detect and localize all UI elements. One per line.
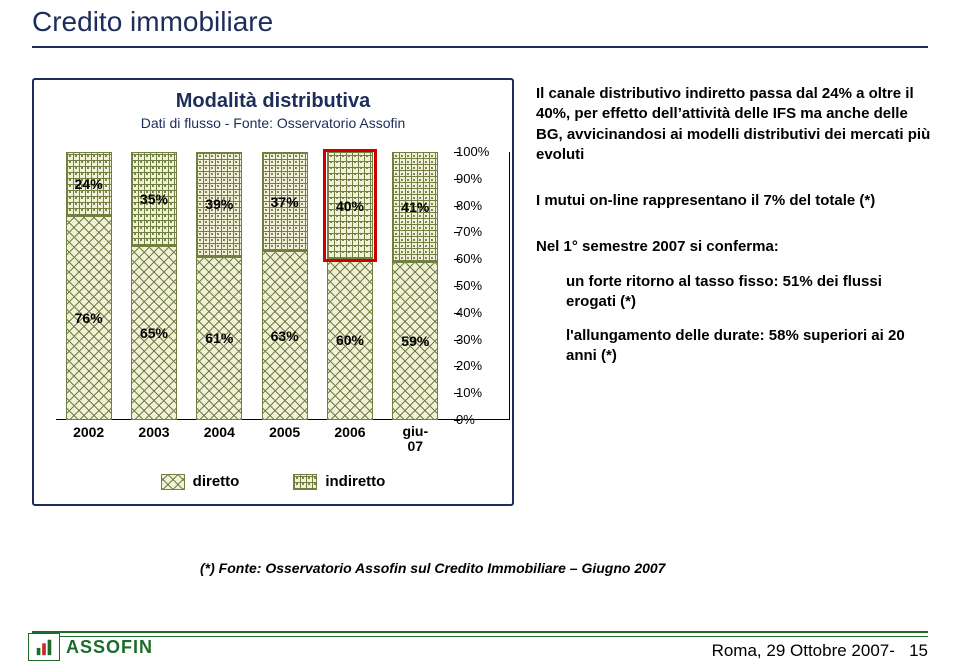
y-axis-tick-mark: [454, 152, 460, 153]
chart-subtitle: Dati di flusso - Fonte: Osservatorio Ass…: [34, 115, 512, 131]
y-axis-tick-mark: [454, 206, 460, 207]
chart-y-axis-line: [509, 152, 510, 420]
y-axis-tick-mark: [454, 393, 460, 394]
legend-label-indiretto: indiretto: [325, 473, 385, 490]
y-axis-tick-mark: [454, 366, 460, 367]
title-underline: [32, 46, 928, 48]
y-axis-tick-mark: [454, 259, 460, 260]
bar-value-diretto: 76%: [66, 310, 112, 326]
bar: 61% 39%: [196, 152, 242, 420]
chart-legend: diretto indiretto: [34, 473, 512, 490]
chart-y-axis: 0%10%20%30%40%50%60%70%80%90%100%: [456, 152, 508, 420]
chart-card: Modalità distributiva Dati di flusso - F…: [32, 78, 514, 506]
assofin-logo-icon: [28, 633, 60, 661]
chart-bars: 76%24%65%35%61%39%63%37%60%40%59%41%: [56, 152, 448, 420]
y-axis-tick-mark: [454, 420, 460, 421]
legend-label-diretto: diretto: [193, 473, 240, 490]
legend-item-diretto: diretto: [161, 473, 240, 490]
chart-highlight-box: [323, 149, 377, 262]
right-text-p3b: l'allungamento delle durate: 58% superio…: [536, 326, 936, 367]
assofin-logo-text: ASSOFIN: [66, 637, 153, 658]
right-text-p2: I mutui on-line rappresentano il 7% del …: [536, 191, 936, 211]
bar-value-diretto: 60%: [327, 332, 373, 348]
legend-swatch-diretto: [161, 474, 185, 490]
bar-value-indiretto: 39%: [196, 196, 242, 212]
bar-value-diretto: 65%: [131, 325, 177, 341]
footer-page-info: Roma, 29 Ottobre 2007- 15: [712, 641, 928, 661]
chart-plot-area: 0%10%20%30%40%50%60%70%80%90%100% 76%24%…: [56, 152, 448, 420]
chart-x-labels: 2002 2003 2004 2005 2006 giu-07: [56, 424, 448, 444]
bar-value-diretto: 59%: [392, 333, 438, 349]
footer-page-number: 15: [909, 641, 928, 660]
x-axis-label: 2005: [262, 424, 308, 444]
x-axis-label: 2002: [66, 424, 112, 444]
bar-value-indiretto: 35%: [131, 191, 177, 207]
bar: 76% 24%: [66, 152, 112, 420]
y-axis-tick-mark: [454, 340, 460, 341]
right-text-p1: Il canale distributivo indiretto passa d…: [536, 84, 936, 165]
page-title: Credito immobiliare: [32, 6, 273, 38]
right-text-p3: Nel 1° semestre 2007 si conferma:: [536, 237, 936, 257]
x-axis-label: 2003: [131, 424, 177, 444]
chart-title: Modalità distributiva: [34, 90, 512, 113]
right-text-column: Il canale distributivo indiretto passa d…: [536, 84, 936, 377]
footer-rule-thin: [32, 636, 928, 637]
y-axis-tick-mark: [454, 286, 460, 287]
assofin-logo: ASSOFIN: [28, 633, 153, 661]
bar: 59% 41%: [392, 152, 438, 420]
right-text-p3a: un forte ritorno al tasso fisso: 51% dei…: [536, 272, 936, 313]
y-axis-tick-mark: [454, 313, 460, 314]
legend-item-indiretto: indiretto: [293, 473, 385, 490]
bar-value-diretto: 61%: [196, 330, 242, 346]
bar: 65% 35%: [131, 152, 177, 420]
bar-value-indiretto: 24%: [66, 176, 112, 192]
footer-rule-thick: [32, 631, 928, 633]
x-axis-label: 2006: [327, 424, 373, 444]
footer-date: Roma, 29 Ottobre 2007-: [712, 641, 895, 660]
footer: ASSOFIN Roma, 29 Ottobre 2007- 15: [0, 623, 960, 663]
y-axis-tick-label: 100%: [456, 144, 489, 159]
y-axis-tick-mark: [454, 232, 460, 233]
x-axis-label: 2004: [196, 424, 242, 444]
x-axis-label: giu-07: [392, 424, 438, 444]
bar-value-indiretto: 37%: [262, 194, 308, 210]
y-axis-tick-mark: [454, 179, 460, 180]
legend-swatch-indiretto: [293, 474, 317, 490]
bar-value-diretto: 63%: [262, 328, 308, 344]
bar: 63% 37%: [262, 152, 308, 420]
bar-value-indiretto: 41%: [392, 199, 438, 215]
footnote: (*) Fonte: Osservatorio Assofin sul Cred…: [200, 560, 920, 576]
